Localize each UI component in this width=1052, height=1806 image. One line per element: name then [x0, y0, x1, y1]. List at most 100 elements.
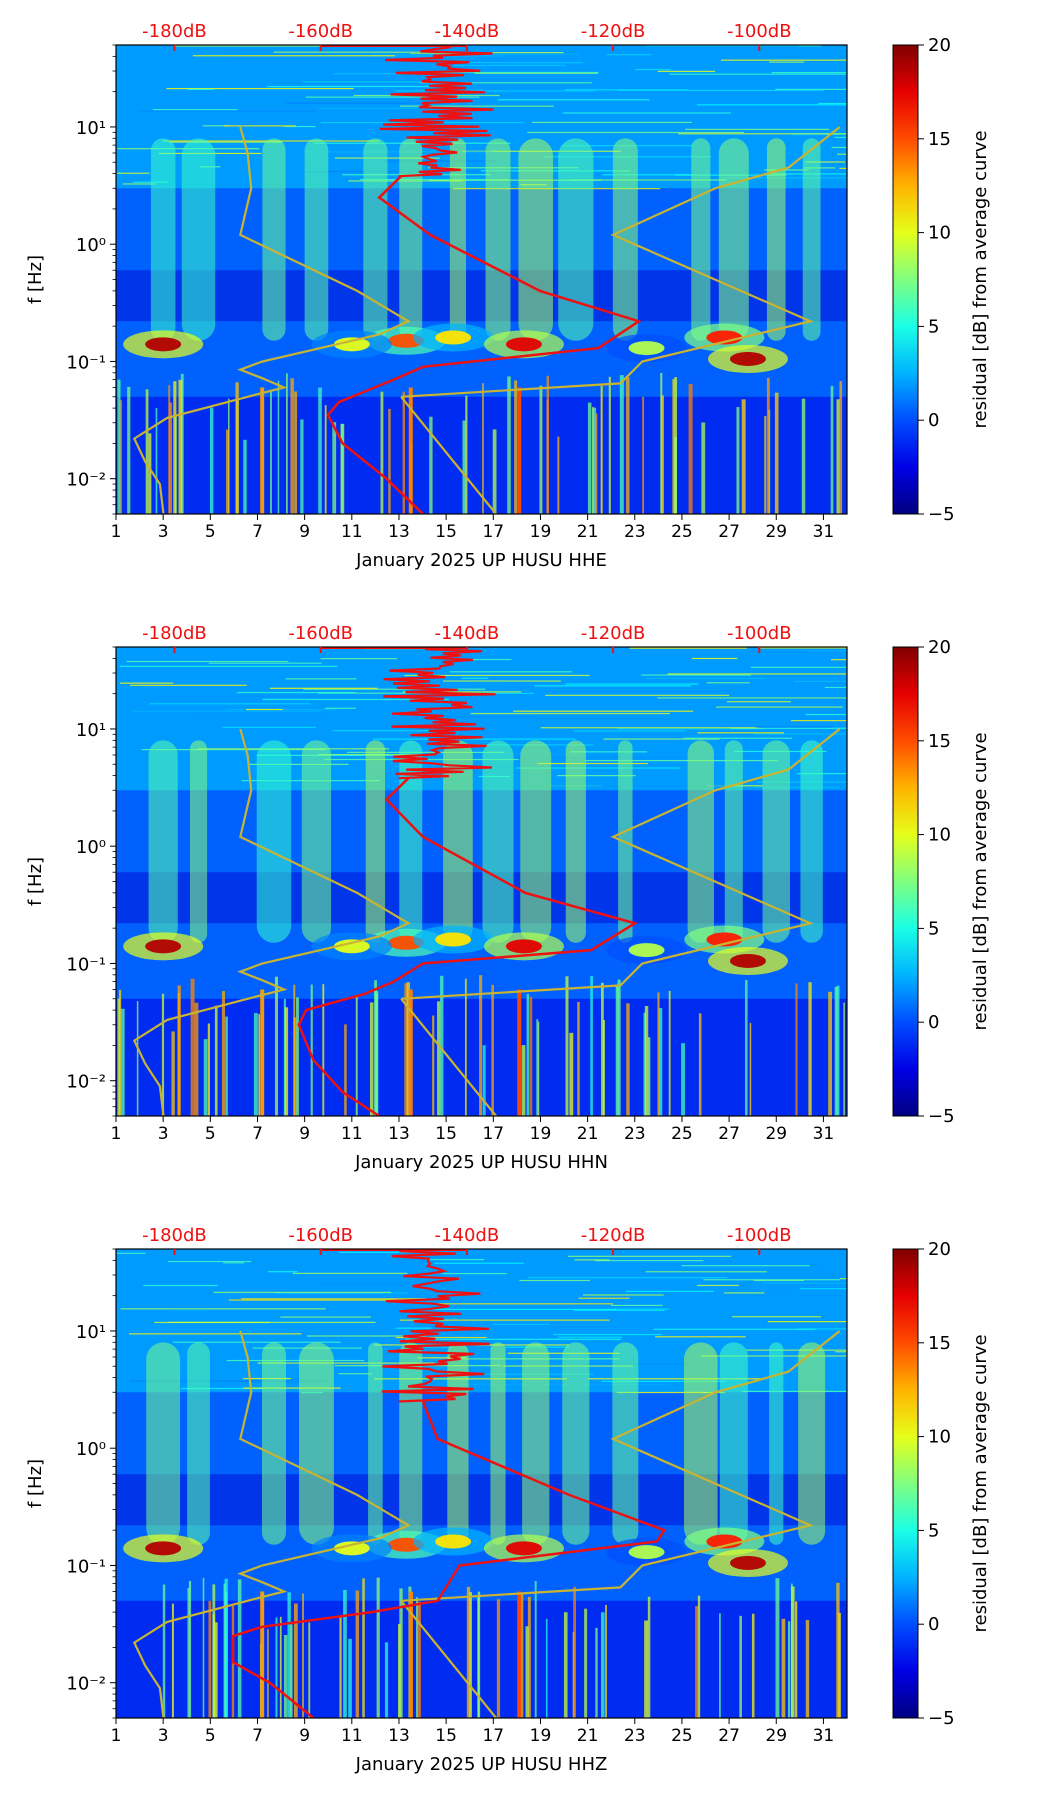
noise-speckle: [189, 716, 329, 718]
lowfreq-streak: [573, 1586, 577, 1718]
x-tick-label: 21: [577, 522, 599, 542]
storm-plume: [146, 1342, 181, 1545]
lowfreq-streak: [600, 1612, 605, 1718]
lowfreq-streak: [697, 1595, 701, 1718]
noise-speckle: [236, 691, 356, 694]
storm-plume: [518, 138, 554, 341]
noise-speckle: [292, 1272, 408, 1274]
top-db-label: -120dB: [581, 623, 646, 644]
lowfreq-streak: [491, 984, 494, 1116]
noise-speckle: [243, 1387, 341, 1389]
noise-speckle: [697, 732, 785, 734]
lowfreq-streak: [521, 1045, 526, 1116]
lowfreq-streak: [225, 1592, 228, 1718]
y-axis-label: f [Hz]: [25, 1459, 46, 1508]
storm-plume: [485, 138, 511, 341]
lowfreq-streak: [169, 402, 173, 514]
microseism-peak: [333, 1541, 370, 1556]
lowfreq-streak: [235, 382, 239, 514]
noise-speckle: [527, 1277, 728, 1279]
lowfreq-streak: [774, 392, 779, 514]
lowfreq-streak: [322, 984, 325, 1116]
noise-speckle: [515, 767, 680, 769]
transient-line: [260, 387, 265, 514]
lowfreq-streak: [221, 991, 226, 1116]
lowfreq-streak: [647, 1037, 651, 1116]
y-tick-label: 10⁻¹: [66, 352, 106, 373]
noise-speckle: [725, 1295, 847, 1297]
noise-speckle: [175, 45, 321, 47]
lowfreq-streak: [267, 1629, 269, 1718]
noise-speckle: [603, 738, 720, 740]
noise-speckle: [750, 666, 847, 668]
top-db-label: -100dB: [727, 623, 792, 644]
x-tick-label: 15: [435, 1726, 457, 1746]
noise-speckle: [168, 141, 283, 143]
noise-speckle: [657, 70, 716, 72]
x-tick-label: 7: [252, 522, 263, 542]
storm-plume: [399, 138, 423, 341]
lowfreq-streak: [397, 1623, 401, 1718]
noise-speckle: [427, 1258, 485, 1261]
noise-speckle: [449, 671, 573, 673]
noise-speckle: [570, 751, 648, 753]
lowfreq-streak: [736, 407, 740, 514]
top-db-label: -180dB: [142, 1225, 207, 1246]
lowfreq-streak: [355, 996, 358, 1116]
noise-speckle: [119, 682, 174, 684]
noise-speckle: [246, 708, 283, 711]
noise-speckle: [545, 694, 730, 696]
lowfreq-streak: [417, 1601, 421, 1718]
noise-speckle: [410, 53, 465, 55]
spectrogram-panel-hhn: 1 3 5 7 9 11 13 15 17 19 21 23 25 27 29 31 10⁻² 10⁻¹ 10⁰ 10…: [0, 602, 1052, 1204]
storm-plume: [187, 1342, 210, 1545]
noise-speckle: [723, 143, 805, 145]
colorbar-label: residual [dB] from average curve: [970, 1334, 991, 1632]
noise-speckle: [754, 726, 834, 728]
x-tick-label: 9: [299, 522, 310, 542]
x-tick-label: 29: [765, 1124, 787, 1144]
lowfreq-streak: [469, 1592, 472, 1718]
x-axis-label: January 2025 UP HUSU HHZ: [355, 1754, 608, 1775]
x-tick-label: 27: [718, 1726, 740, 1746]
lowfreq-streak: [324, 405, 327, 514]
noise-speckle: [791, 133, 847, 135]
lowfreq-streak: [479, 975, 483, 1116]
lowfreq-streak: [177, 985, 181, 1116]
median-psd-jagged: [379, 46, 494, 178]
lowfreq-streak: [344, 1024, 347, 1116]
noise-speckle: [417, 1357, 466, 1359]
x-tick-label: 29: [765, 522, 787, 542]
noise-speckle: [320, 658, 398, 660]
lowfreq-streak: [477, 1595, 480, 1718]
storm-plume: [363, 138, 388, 341]
microseism-peak: [505, 939, 542, 954]
lowfreq-streak: [279, 1616, 282, 1718]
y-tick-label: 10⁻²: [66, 470, 106, 491]
lowfreq-streak: [577, 1001, 580, 1116]
x-tick-label: 7: [252, 1124, 263, 1144]
noise-speckle: [119, 665, 338, 667]
noise-speckle: [228, 1299, 404, 1301]
lowfreq-streak: [828, 991, 833, 1116]
noise-speckle: [537, 762, 648, 765]
noise-speckle: [513, 710, 694, 712]
x-tick-label: 1: [111, 1726, 122, 1746]
lowfreq-streak: [520, 1593, 524, 1718]
noise-speckle: [222, 726, 317, 728]
lowfreq-streak: [436, 1001, 441, 1116]
noise-speckle: [469, 658, 512, 661]
noise-speckle: [303, 688, 486, 690]
noise-speckle: [724, 1292, 765, 1294]
lowfreq-streak: [188, 1580, 192, 1718]
median-psd-curve: [231, 1401, 667, 1718]
lowfreq-streak: [300, 419, 304, 514]
noise-speckle: [166, 87, 354, 90]
noise-speckle: [595, 1259, 704, 1262]
lowfreq-streak: [296, 997, 299, 1116]
noise-speckle: [225, 54, 325, 56]
noise-speckle: [721, 59, 847, 61]
noise-speckle: [588, 1378, 766, 1380]
x-tick-label: 19: [530, 522, 552, 542]
noise-speckle: [325, 707, 356, 709]
